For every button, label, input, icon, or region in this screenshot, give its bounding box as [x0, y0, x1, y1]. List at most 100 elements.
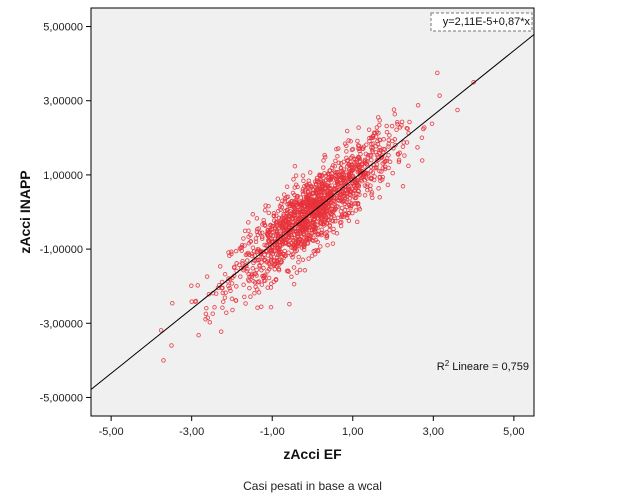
x-tick-label: 3,00: [423, 426, 444, 438]
scatter-point: [334, 195, 340, 200]
scatter-point: [331, 229, 336, 235]
scatter-point: [332, 207, 338, 213]
scatter-point: [229, 296, 235, 302]
scatter-point: [364, 162, 370, 167]
scatter-point: [376, 186, 381, 191]
scatter-point: [336, 146, 341, 151]
scatter-point: [241, 282, 246, 287]
scatter-point: [220, 299, 226, 304]
scatter-point: [260, 222, 265, 227]
scatter-point: [316, 212, 322, 217]
scatter-point: [193, 298, 199, 304]
scatter-point: [230, 307, 235, 313]
scatter-point: [319, 227, 325, 233]
scatter-point: [282, 199, 288, 204]
scatter-point: [400, 144, 406, 149]
scatter-point: [407, 119, 412, 125]
r2-label-suffix: Lineare = 0,759: [449, 361, 529, 373]
scatter-point: [352, 176, 357, 182]
scatter-point: [302, 268, 308, 273]
scatter-point: [374, 152, 380, 158]
scatter-point: [326, 208, 331, 214]
scatter-point: [298, 226, 303, 232]
scatter-point: [362, 193, 368, 198]
scatter-point: [307, 193, 312, 199]
scatter-point: [250, 212, 256, 217]
scatter-point: [415, 103, 421, 108]
scatter-point: [296, 259, 301, 265]
scatter-point: [227, 285, 232, 291]
scatter-point: [356, 183, 362, 188]
scatter-point: [322, 212, 328, 218]
scatter-point: [297, 210, 302, 215]
scatter-point: [365, 153, 371, 158]
scatter-point: [322, 152, 327, 158]
scatter-point: [289, 274, 294, 280]
scatter-point: [257, 263, 262, 269]
scatter-point: [256, 226, 262, 231]
scatter-point: [252, 271, 257, 276]
scatter-point: [384, 129, 390, 135]
scatter-point: [229, 251, 234, 257]
scatter-point: [277, 251, 283, 257]
scatter-point: [325, 183, 330, 189]
scatter-point: [254, 229, 260, 235]
y-tick-label: 3,00000: [43, 96, 83, 108]
scatter-point: [354, 219, 360, 225]
scatter-point: [333, 158, 338, 164]
scatter-point: [242, 294, 247, 300]
y-axis: 5,00000 3,00000 1,00000 -1,00000 -3,00000 -5,…: [40, 22, 91, 404]
x-tick-label: 1,00: [342, 426, 363, 438]
equation-box: [430, 12, 533, 32]
scatter-point: [365, 187, 370, 193]
scatter-point: [361, 172, 367, 178]
scatter-point: [284, 268, 290, 274]
scatter-point: [223, 290, 228, 295]
scatter-point: [365, 171, 371, 176]
scatter-point: [229, 249, 234, 255]
scatter-point: [375, 138, 380, 144]
scatter-point: [254, 267, 259, 273]
scatter-point: [340, 188, 346, 194]
scatter-point: [341, 191, 347, 196]
fit-line: [90, 34, 535, 390]
scatter-point: [205, 315, 211, 320]
scatter-point: [273, 219, 279, 225]
scatter-point: [207, 320, 213, 325]
scatter-point: [331, 198, 336, 204]
scatter-point: [369, 192, 374, 197]
scatter-point: [268, 228, 273, 233]
scatter-point: [352, 201, 357, 206]
scatter-point: [357, 192, 362, 197]
y-tick-label: 1,00000: [43, 170, 83, 182]
scatter-point: [301, 200, 306, 206]
scatter-point: [307, 216, 313, 222]
scatter-point: [348, 192, 353, 198]
scatter-point: [268, 304, 274, 310]
r2-label: R2 Lineare = 0,759: [437, 359, 529, 373]
scatter-point: [311, 204, 317, 209]
scatter-point: [286, 242, 291, 248]
scatter-point: [212, 305, 217, 310]
scatter-point: [259, 282, 265, 287]
scatter-point: [319, 199, 324, 205]
scatter-point: [392, 111, 398, 117]
scatter-point: [330, 241, 336, 246]
scatter-point: [286, 209, 291, 215]
scatter-point: [275, 196, 281, 201]
scatter-point: [259, 260, 264, 265]
x-axis: -5,00 -3,00 -1,00 1,00 3,00 5,00: [99, 416, 525, 438]
scatter-point: [396, 157, 402, 163]
scatter-point: [263, 272, 268, 278]
scatter-point: [222, 295, 228, 300]
scatter-point: [324, 235, 329, 240]
scatter-point: [325, 172, 330, 177]
scatter-point: [309, 253, 315, 259]
scatter-point: [380, 174, 385, 180]
scatter-point: [348, 139, 353, 144]
scatter-point: [305, 199, 311, 205]
x-tick-label: -5,00: [99, 426, 124, 438]
scatter-point: [318, 244, 323, 249]
scatter-point: [281, 192, 287, 197]
scatter-point: [295, 193, 300, 199]
